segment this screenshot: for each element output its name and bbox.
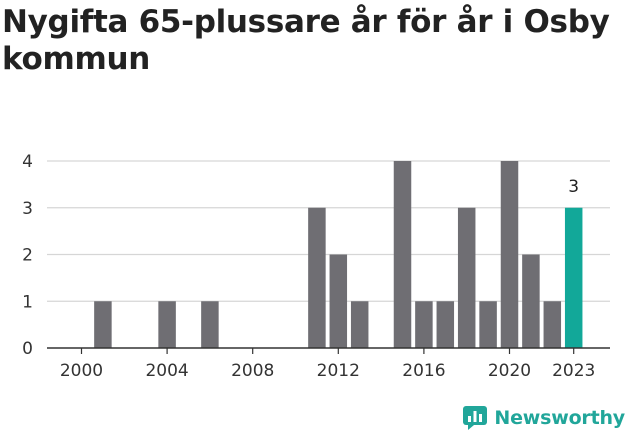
bar-2017 [436, 301, 455, 348]
newsworthy-logo: Newsworthy [462, 403, 625, 433]
bar-2011 [308, 207, 326, 348]
x-tick-label: 2020 [488, 361, 531, 381]
y-tick-label: 2 [22, 246, 33, 266]
bar-2001 [94, 301, 112, 348]
bar-2006 [201, 301, 219, 348]
x-tick-label: 2000 [60, 361, 103, 381]
bar-2016 [415, 301, 433, 348]
bar-2019 [479, 301, 497, 348]
bar-2012 [329, 254, 348, 348]
x-tick-label: 2016 [402, 361, 445, 381]
bar-2021 [522, 254, 540, 348]
bar-2023 [564, 207, 583, 348]
x-tick-label: 2008 [231, 361, 274, 381]
bar-2022 [543, 301, 562, 348]
bar-2020 [500, 161, 519, 348]
y-tick-label: 0 [22, 339, 33, 359]
bar-2004 [158, 301, 176, 348]
x-tick-label: 2004 [145, 361, 188, 381]
chart-title: Nygifta 65-plussare år för år i Osby kom… [2, 4, 610, 77]
bar-2018 [457, 207, 476, 348]
x-tick-label: 2012 [317, 361, 360, 381]
brand-name: Newsworthy [494, 407, 625, 429]
x-tick-label: 2023 [552, 361, 595, 381]
bar-2013 [350, 301, 369, 348]
data-label-2023: 3 [568, 177, 579, 197]
y-tick-label: 1 [22, 292, 33, 312]
bar-2015 [393, 161, 412, 348]
y-tick-label: 4 [22, 152, 33, 172]
bar-chart-icon [463, 406, 488, 430]
y-tick-label: 3 [22, 199, 33, 219]
